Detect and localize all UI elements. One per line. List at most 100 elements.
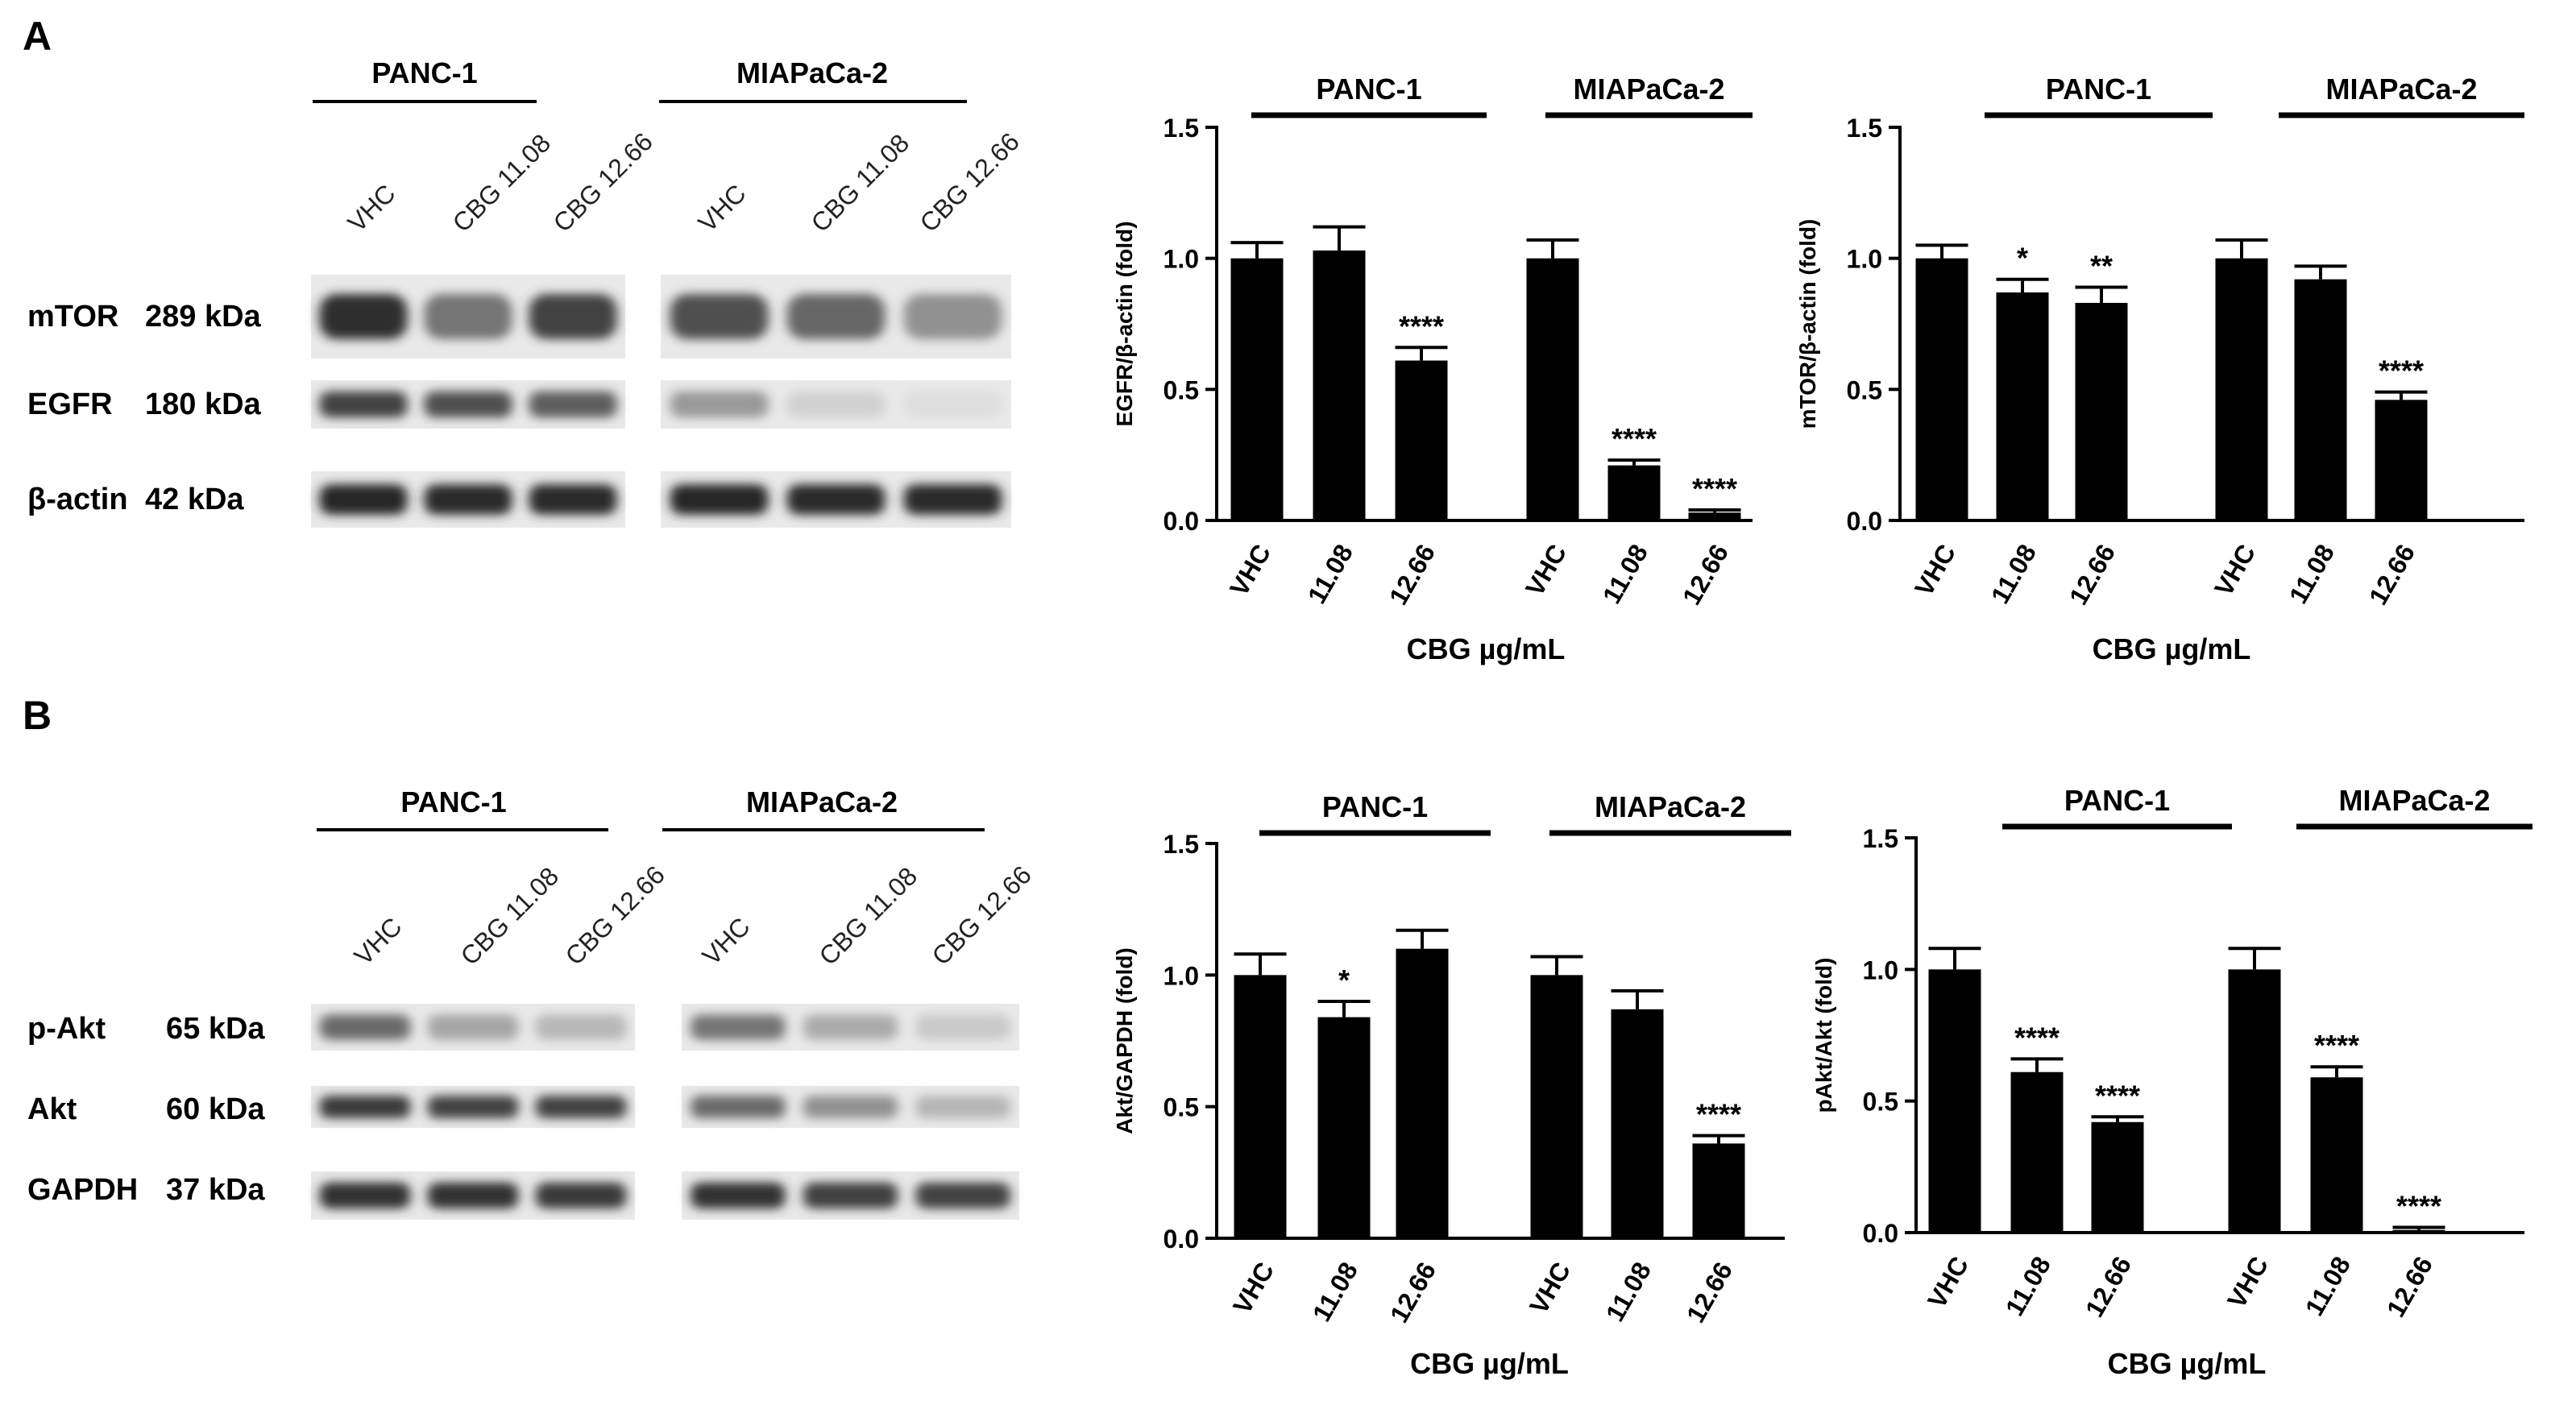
blot-band: [319, 391, 408, 418]
x-tick-label: 12.66: [2064, 540, 2121, 610]
blot-band: [529, 484, 617, 515]
x-tick-label: VHC: [2221, 1252, 2274, 1314]
bar: [1928, 969, 1981, 1233]
blot-band: [427, 1095, 519, 1119]
bar: [1692, 1143, 1745, 1238]
blot-band: [691, 1182, 786, 1209]
blot-band: [424, 484, 512, 515]
blot-band: [803, 1182, 898, 1209]
blot-band: [319, 1014, 411, 1040]
chart-group-label: MIAPaCa-2: [1573, 73, 1724, 106]
blot-band: [803, 1095, 898, 1119]
x-tick-label: VHC: [1224, 540, 1276, 602]
blot-band: [535, 1014, 627, 1040]
x-tick-label: 11.08: [2000, 1252, 2056, 1321]
bar: [1607, 465, 1661, 520]
x-axis-label: CBG µg/mL: [1410, 1347, 1569, 1380]
x-tick-label: VHC: [1227, 1258, 1280, 1320]
bar: [1915, 258, 1968, 520]
protein-size-label: 37 kDa: [166, 1173, 265, 1207]
panel-letter: A: [23, 14, 52, 59]
bar: [1234, 975, 1287, 1238]
x-tick-label: VHC: [1922, 1252, 1974, 1314]
lane-label: CBG 12.66: [926, 860, 1036, 971]
blot-band: [803, 1014, 898, 1040]
bar: [2228, 969, 2281, 1233]
blot-band: [691, 1095, 786, 1119]
y-tick-label: 1.5: [1863, 824, 1898, 853]
y-axis-label: Akt/GAPDH (fold): [1112, 947, 1137, 1134]
bar-chart: 0.0 0.5 1.0 1.5 EGFR/β-actin (fold) PANC-1 MIA…: [1112, 73, 1753, 665]
x-tick-label: 12.66: [1384, 1258, 1441, 1328]
blot-band: [424, 391, 512, 418]
significance-stars: ****: [2095, 1079, 2140, 1112]
chart-group-label: MIAPaCa-2: [1595, 790, 1746, 823]
significance-stars: ****: [2014, 1021, 2060, 1054]
blot-group-label: PANC-1: [371, 56, 477, 89]
blot-group-label: MIAPaCa-2: [746, 785, 898, 819]
significance-stars: ****: [1612, 422, 1657, 455]
blot-band: [915, 1182, 1010, 1209]
blot-band: [319, 1182, 411, 1209]
chart-group-label: PANC-1: [2046, 73, 2151, 106]
x-tick-label: VHC: [1524, 1258, 1576, 1320]
protein-label: Akt: [27, 1092, 77, 1126]
y-axis-label: EGFR/β-actin (fold): [1112, 221, 1137, 426]
x-tick-label: 12.66: [2080, 1252, 2137, 1322]
y-tick-label: 0.0: [1164, 1225, 1199, 1254]
blot-band: [670, 484, 769, 515]
x-tick-label: 12.66: [2381, 1252, 2438, 1322]
x-tick-label: 11.08: [2300, 1252, 2356, 1321]
x-tick-label: 12.66: [1383, 540, 1441, 610]
blot-band: [670, 391, 769, 418]
significance-stars: ****: [1692, 472, 1737, 505]
protein-label: p-Akt: [27, 1012, 106, 1046]
y-tick-label: 0.0: [1847, 507, 1882, 536]
lane-label: VHC: [342, 179, 400, 238]
protein-size-label: 180 kDa: [145, 388, 262, 421]
significance-stars: *: [2017, 242, 2028, 275]
bar: [1230, 258, 1284, 520]
blot-band: [529, 391, 617, 418]
blot-band: [427, 1182, 519, 1209]
significance-stars: ****: [2379, 354, 2424, 388]
x-tick-label: 11.08: [1597, 540, 1653, 609]
blot-band: [786, 293, 886, 340]
blot-band: [529, 293, 617, 340]
bar: [1313, 250, 1366, 520]
y-tick-label: 0.5: [1164, 375, 1199, 404]
bar: [2294, 279, 2347, 520]
blot-band: [903, 293, 1002, 340]
bar: [2215, 258, 2268, 520]
protein-size-label: 289 kDa: [145, 300, 262, 334]
chart-group-label: PANC-1: [1322, 790, 1428, 823]
blot-band: [903, 484, 1002, 515]
blot-group-label: PANC-1: [400, 785, 506, 819]
bar-chart: 0.0 0.5 1.0 1.5 pAkt/Akt (fold) PANC-1 MIAPaCa…: [1811, 784, 2532, 1380]
lane-label: CBG 11.08: [813, 861, 923, 971]
bar: [2075, 302, 2128, 520]
lane-label: CBG 12.66: [914, 127, 1024, 238]
x-axis-label: CBG µg/mL: [1407, 632, 1566, 665]
y-axis-label: pAkt/Akt (fold): [1811, 958, 1836, 1113]
bar: [1530, 975, 1583, 1238]
y-tick-label: 0.5: [1863, 1088, 1898, 1117]
y-tick-label: 0.0: [1164, 507, 1199, 536]
x-tick-label: VHC: [1520, 540, 1572, 602]
blot-band: [319, 1095, 411, 1119]
y-tick-label: 0.5: [1164, 1093, 1199, 1122]
significance-stars: ****: [1696, 1098, 1741, 1131]
bar: [1395, 360, 1448, 520]
lane-label: CBG 12.66: [559, 860, 670, 971]
x-tick-label: 11.08: [1600, 1258, 1657, 1327]
blot-band: [915, 1095, 1010, 1119]
x-tick-label: 11.08: [1307, 1258, 1363, 1327]
x-axis-label: CBG µg/mL: [2108, 1347, 2267, 1380]
bar: [2091, 1121, 2144, 1233]
lane-label: CBG 11.08: [805, 128, 915, 238]
x-tick-label: 12.66: [2363, 540, 2420, 610]
bar: [1996, 292, 2049, 520]
x-tick-label: 11.08: [1985, 540, 2042, 609]
